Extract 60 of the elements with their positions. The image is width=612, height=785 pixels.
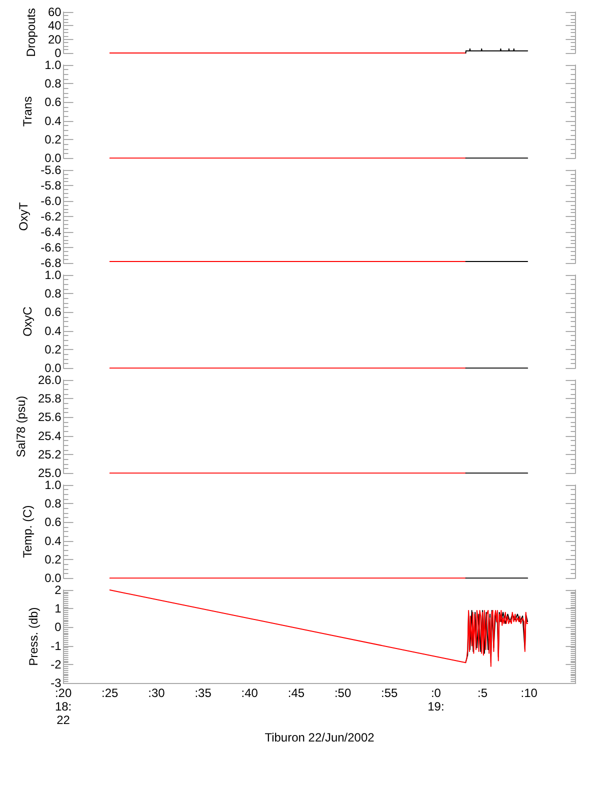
x-tick-label: :55 [381, 686, 398, 700]
y-tick-label: 0.8 [44, 496, 62, 511]
y-tick-label: -6.6 [40, 240, 62, 254]
y-tick-label: 0 [54, 620, 62, 634]
y-tick-label: 0.0 [44, 571, 62, 586]
y-tick-label: 0.0 [44, 150, 62, 165]
y-tick-label: 0.8 [44, 76, 62, 90]
y-tick-label: -6.2 [40, 209, 62, 224]
x-tick-label: :40 [241, 686, 258, 700]
x-tick-label: :0 19: [428, 686, 444, 714]
y-tick-label: 25.8 [38, 392, 62, 406]
y-tick-label: 1 [54, 602, 62, 616]
y-tick-label: 1.0 [44, 268, 62, 282]
y-tick-label: 0.2 [44, 132, 62, 146]
y-axis-title: Temp. (C) [20, 505, 35, 558]
x-tick-label: :35 [194, 686, 212, 700]
y-tick-label: 1.0 [44, 478, 62, 492]
x-tick-label: :30 [148, 686, 166, 700]
y-axis-title: Dropouts [24, 8, 38, 57]
y-tick-label: 60 [48, 4, 62, 19]
y-axis-title: OxyC [20, 306, 35, 336]
y-tick-label: 0 [54, 46, 62, 60]
y-tick-label: 25.6 [38, 410, 62, 424]
y-tick-label: 0.4 [44, 324, 62, 338]
y-tick-label: 26.0 [38, 372, 62, 387]
y-tick-label: 0.2 [44, 552, 62, 567]
y-tick-label: 1.0 [44, 58, 62, 72]
y-tick-label: 0.6 [44, 305, 62, 320]
y-tick-label: 40 [48, 18, 62, 32]
y-tick-label: 0.6 [44, 94, 62, 109]
y-tick-label: -6.8 [40, 256, 62, 270]
y-tick-label: -5.8 [40, 178, 62, 192]
x-tick-label: :25 [102, 686, 119, 700]
y-tick-label: -2 [50, 658, 62, 672]
y-axis-title: OxyT [16, 201, 31, 231]
x-axis-title: Tiburon 22/Jun/2002 [264, 730, 375, 745]
x-tick-label: :20 18: 22 [54, 686, 72, 728]
line-series [109, 590, 528, 668]
y-axis-title: Trans [20, 96, 35, 126]
y-tick-label: 2 [54, 583, 62, 598]
y-tick-label: 0.8 [44, 286, 62, 300]
y-tick-label: 0.2 [44, 342, 62, 356]
y-tick-label: 0.4 [44, 534, 62, 548]
x-tick-label: :45 [288, 686, 305, 700]
y-tick-label: 25.0 [38, 466, 62, 480]
y-tick-label: 0.6 [44, 515, 62, 530]
y-tick-label: 0.0 [44, 360, 62, 375]
y-axis-title: Press. (db) [26, 607, 41, 666]
y-tick-label: 25.4 [38, 428, 62, 443]
y-tick-label: -6.0 [40, 194, 62, 208]
y-tick-label: 20 [48, 32, 62, 46]
y-tick-label: -1 [50, 639, 62, 654]
x-tick-label: :50 [334, 686, 352, 700]
y-axis-title: Sal78 (psu) [14, 396, 28, 458]
y-tick-label: 25.2 [38, 447, 62, 462]
y-tick-label: -6.4 [40, 224, 62, 239]
x-tick-label: :5 [478, 686, 488, 700]
x-tick-label: :10 [520, 686, 538, 700]
y-tick-label: -5.6 [40, 162, 62, 177]
y-tick-label: 0.4 [44, 114, 62, 128]
